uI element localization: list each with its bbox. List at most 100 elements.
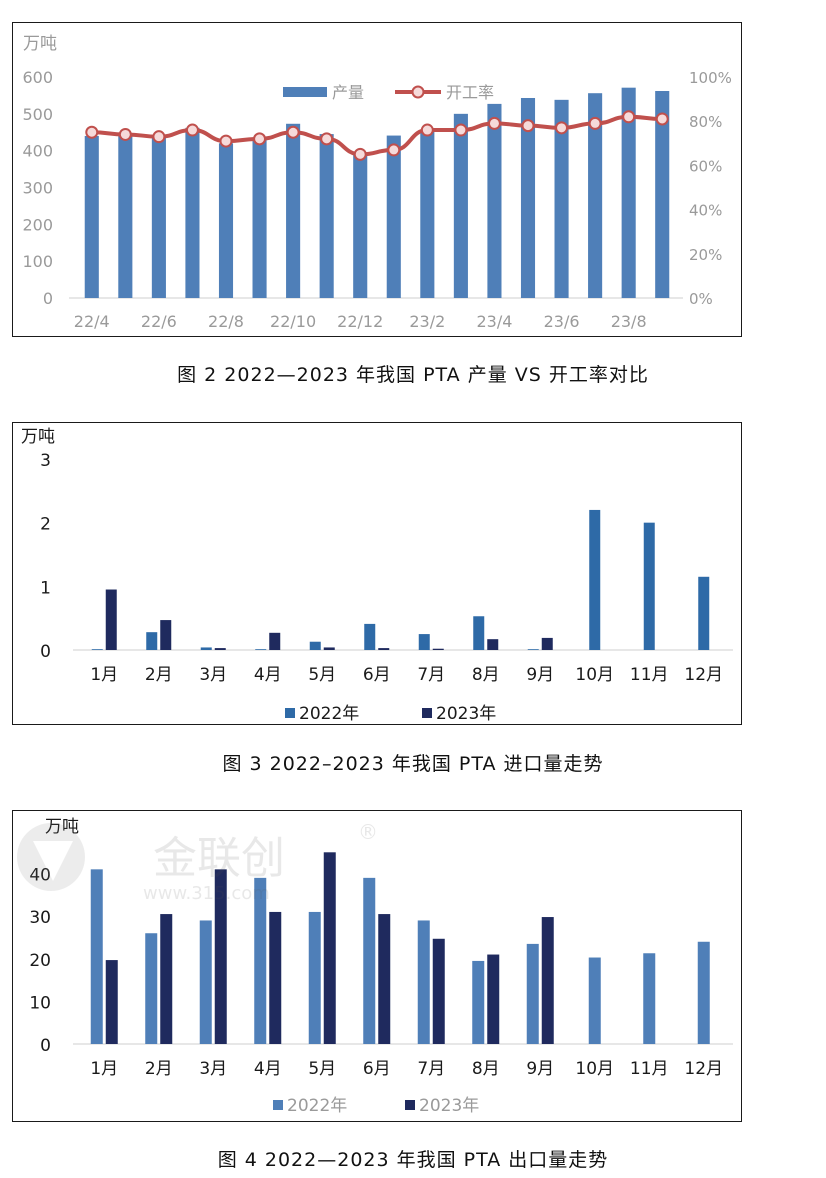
bar-production [185, 127, 200, 298]
legend-label-2023年: 2023年 [419, 1096, 479, 1116]
bar-2023年 [487, 639, 499, 650]
legend-swatch-2023年 [405, 1100, 415, 1110]
bar-production [84, 135, 99, 298]
x-tick-label: 23/4 [476, 312, 512, 331]
x-tick-label: 22/6 [141, 312, 177, 331]
bar-2022年 [200, 647, 212, 650]
bar-production [554, 99, 569, 298]
bar-production [151, 137, 166, 298]
bar-production [621, 87, 636, 298]
x-tick-label: 1月 [90, 1059, 118, 1079]
x-tick-label: 8月 [472, 665, 500, 685]
point-utilization [320, 132, 334, 146]
legend-marker-utilization [411, 85, 425, 99]
bar-2022年 [589, 509, 601, 650]
bar-2023年 [160, 914, 173, 1044]
point-utilization [655, 112, 669, 126]
bar-2022年 [91, 649, 103, 650]
bar-2022年 [526, 943, 539, 1044]
x-tick-label: 11月 [630, 1059, 669, 1079]
y-right-tick-label: 100% [689, 69, 732, 87]
point-utilization [185, 123, 199, 137]
bar-production [453, 113, 468, 298]
y-right-tick-label: 20% [689, 246, 722, 264]
bar-2022年 [199, 920, 212, 1044]
legend-swatch-production [283, 87, 327, 97]
figure-3-caption: 图 3 2022–2023 年我国 PTA 进口量走势 [222, 753, 604, 775]
y-left-tick-label: 100 [22, 252, 53, 271]
x-tick-label: 10月 [575, 1059, 614, 1079]
x-tick-label: 9月 [526, 1059, 554, 1079]
y-left-tick-label: 400 [22, 142, 53, 161]
x-tick-label: 8月 [472, 1059, 500, 1079]
legend-label-production: 产量 [332, 83, 364, 102]
y-tick-label: 3 [40, 451, 51, 471]
x-tick-label: 22/4 [74, 312, 110, 331]
legend-label-utilization: 开工率 [446, 83, 494, 102]
y-unit-label: 万吨 [45, 817, 79, 837]
production-utilization-chart: 万吨 0 100 200 300 400 500 600 0% 20% 40% 60% 80% 100% 2… [12, 22, 742, 337]
bar-2022年 [473, 616, 485, 650]
x-tick-label: 2月 [145, 665, 173, 685]
point-utilization [353, 147, 367, 161]
y-tick-label: 20 [29, 951, 51, 971]
bar-2023年 [105, 960, 118, 1044]
bar-2023年 [269, 632, 281, 650]
bar-2023年 [378, 914, 391, 1044]
point-utilization [253, 132, 267, 146]
bar-2022年 [588, 957, 601, 1044]
bar-2023年 [432, 938, 445, 1044]
point-utilization [219, 134, 233, 148]
bar-2023年 [214, 648, 226, 650]
bar-2022年 [308, 911, 321, 1044]
point-utilization [387, 143, 401, 157]
x-tick-label: 22/8 [208, 312, 244, 331]
x-tick-label: 5月 [308, 665, 336, 685]
y-right-tick-label: 80% [689, 113, 722, 131]
point-utilization [487, 116, 501, 130]
bar-production [118, 135, 133, 298]
bar-2022年 [697, 941, 710, 1044]
import-volume-chart: 万吨 0 1 2 3 1月 2月 3月 4月 5月 6月 7月 8月 9月 10月 11月 12月 2022年 20… [12, 422, 742, 725]
bar-2022年 [254, 877, 267, 1044]
bar-2022年 [309, 641, 321, 650]
y-tick-label: 10 [29, 993, 51, 1013]
y-right-tick-label: 40% [689, 202, 722, 220]
bar-2023年 [323, 647, 335, 650]
y-tick-label: 1 [40, 578, 51, 598]
export-volume-chart: 万吨 0 10 20 30 40 1月 2月 3月 4月 5月 6月 7月 8月 9月 10月 11月 12月 20… [12, 810, 742, 1122]
x-tick-label: 12月 [684, 665, 723, 685]
bar-production [218, 143, 234, 298]
bar-2023年 [432, 648, 444, 650]
bar-2022年 [418, 634, 430, 650]
bar-2022年 [643, 522, 655, 650]
chart-canvas-fig3: 万吨 0 1 2 3 1月 2月 3月 4月 5月 6月 7月 8月 9月 10月 11月 12月 2022年 20… [21, 427, 733, 724]
legend-swatch-2022年 [285, 708, 295, 718]
y-tick-label: 40 [29, 866, 51, 886]
legend-label-2022年: 2022年 [299, 704, 359, 724]
bar-2023年 [541, 917, 554, 1044]
point-utilization [118, 127, 132, 141]
y-tick-label: 0 [40, 1036, 51, 1056]
x-tick-label: 6月 [363, 1059, 391, 1079]
y-tick-label: 0 [40, 642, 51, 662]
legend-swatch-2023年 [422, 708, 432, 718]
x-tick-label: 12月 [684, 1059, 723, 1079]
x-tick-label: 5月 [308, 1059, 336, 1079]
x-tick-label: 4月 [254, 665, 282, 685]
y-left-tick-label: 500 [22, 105, 53, 124]
point-utilization [152, 130, 166, 144]
y-left-tick-label: 0 [43, 289, 53, 308]
x-tick-label: 7月 [417, 665, 445, 685]
bar-2023年 [323, 852, 336, 1044]
bar-2022年 [364, 623, 376, 650]
bar-production [319, 134, 334, 298]
bar-2022年 [145, 933, 158, 1044]
bar-2022年 [417, 920, 430, 1044]
line-utilization [91, 114, 663, 157]
x-tick-label: 10月 [575, 665, 614, 685]
point-utilization [588, 116, 602, 130]
y-right-tick-label: 60% [689, 157, 722, 175]
point-utilization [622, 110, 636, 124]
bar-production [386, 135, 401, 298]
